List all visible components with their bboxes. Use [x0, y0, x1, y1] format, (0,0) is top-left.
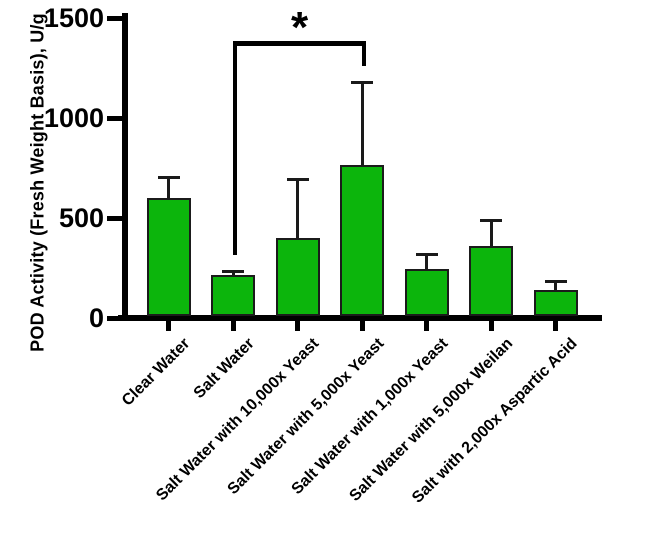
- y-tick-mark: [107, 315, 122, 321]
- significance-bracket-right-leg: [362, 41, 366, 66]
- y-tick-label: 500: [58, 203, 104, 233]
- significance-bracket-top: [233, 41, 366, 46]
- error-bar-line: [489, 220, 493, 250]
- x-tick-mark: [166, 321, 171, 331]
- significance-star: *: [290, 3, 309, 52]
- y-tick-label: 1000: [43, 103, 104, 133]
- y-tick-mark: [107, 115, 122, 121]
- error-bar-line: [296, 179, 299, 242]
- error-bar-line: [554, 281, 557, 294]
- bar: [404, 269, 449, 316]
- y-tick-label: 1500: [43, 3, 104, 33]
- error-bar-cap: [286, 178, 309, 181]
- error-bar-cap: [415, 253, 438, 256]
- x-tick-mark: [359, 321, 365, 331]
- error-bar-cap: [351, 81, 373, 84]
- y-tick-mark: [107, 215, 122, 221]
- error-bar-line: [167, 177, 170, 202]
- y-tick-label: 0: [88, 303, 104, 333]
- x-tick-mark: [553, 321, 558, 331]
- bar: [340, 165, 384, 316]
- bar: [275, 238, 320, 316]
- y-tick-mark: [107, 15, 122, 21]
- y-axis-line: [122, 13, 128, 321]
- x-category-label: Salt Water: [191, 335, 259, 402]
- error-bar-line: [425, 254, 428, 274]
- error-bar-cap: [222, 270, 244, 273]
- y-axis-title: POD Activity (Fresh Weight Basis), U/g: [27, 13, 48, 352]
- error-bar-cap: [480, 219, 502, 222]
- x-tick-mark: [424, 321, 429, 331]
- bar: [469, 245, 513, 316]
- x-axis-line: [118, 315, 602, 321]
- x-tick-mark: [230, 321, 236, 331]
- bar: [533, 290, 578, 316]
- significance-bracket-left-leg: [233, 41, 237, 255]
- x-tick-mark: [488, 321, 494, 331]
- x-category-label: Clear Water: [119, 335, 194, 410]
- bar: [211, 275, 255, 316]
- x-tick-mark: [295, 321, 300, 331]
- bar: [146, 198, 191, 316]
- error-bar-cap: [157, 176, 180, 179]
- error-bar-cap: [544, 280, 567, 283]
- error-bar-line: [360, 82, 364, 169]
